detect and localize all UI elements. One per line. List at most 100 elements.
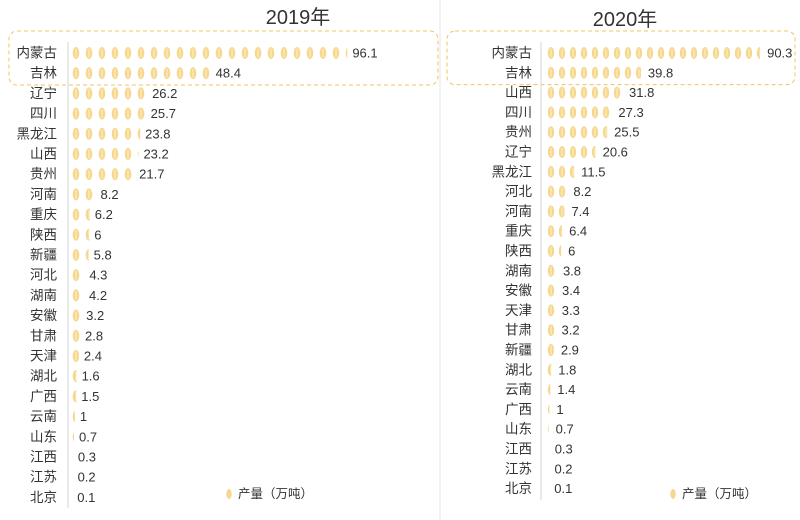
value-label: 8.2	[100, 187, 118, 202]
grain-icon	[670, 489, 676, 499]
bar	[547, 442, 548, 456]
value-label: 1	[556, 402, 563, 417]
bar	[72, 66, 211, 81]
bar-row: 甘肃 2.8	[30, 328, 103, 343]
category-label: 北京	[505, 481, 532, 496]
category-label: 山东	[505, 422, 532, 437]
bar	[547, 125, 608, 140]
chart-panel-right: 2020年 内蒙古 90.3 吉林 39.8 山西 31.8 四川 27.3 贵州 25.5 辽宁 2…	[446, 8, 796, 501]
bar-row: 安徽 3.4	[505, 283, 580, 298]
category-label: 吉林	[505, 65, 533, 80]
category-label: 湖南	[30, 288, 57, 303]
category-label: 湖北	[505, 362, 533, 377]
bar-row: 山东 0.7	[30, 429, 97, 444]
bar	[547, 204, 565, 219]
category-label: 广西	[505, 402, 532, 417]
value-label: 21.7	[139, 167, 164, 182]
bar	[72, 187, 96, 202]
bar	[547, 224, 563, 239]
category-label: 重庆	[30, 207, 57, 222]
value-label: 1	[80, 409, 87, 424]
value-label: 1.5	[81, 389, 99, 404]
value-label: 0.2	[78, 470, 96, 485]
category-label: 四川	[505, 105, 532, 120]
category-label: 河南	[30, 187, 57, 202]
bar	[72, 288, 85, 303]
bar	[72, 450, 73, 464]
bar	[72, 86, 148, 101]
value-label: 0.3	[78, 450, 96, 465]
category-label: 江苏	[505, 461, 532, 476]
bar-row: 山东 0.7	[505, 422, 574, 437]
value-label: 0.2	[554, 461, 572, 476]
value-label: 27.3	[618, 105, 643, 120]
highlight-box	[8, 30, 439, 86]
bar-row: 安徽 3.2	[30, 308, 104, 323]
bar	[547, 402, 550, 417]
value-label: 1.4	[557, 382, 575, 397]
value-label: 11.5	[581, 164, 605, 179]
category-label: 甘肃	[30, 328, 57, 343]
bar-row: 新疆 5.8	[30, 248, 112, 263]
bar	[72, 369, 77, 384]
value-label: 0.7	[556, 422, 574, 437]
category-label: 江苏	[30, 470, 57, 485]
bar	[72, 308, 82, 323]
value-label: 6.2	[95, 207, 113, 222]
grain-icon	[226, 489, 232, 499]
bar	[547, 323, 555, 338]
category-label: 新疆	[505, 343, 532, 358]
category-label: 北京	[30, 490, 57, 505]
bar-row: 吉林 48.4	[30, 66, 241, 81]
category-label: 黑龙江	[17, 126, 58, 141]
bar	[547, 184, 567, 199]
bar-row: 广西 1.5	[30, 389, 99, 404]
bar-row: 湖南 3.8	[505, 263, 581, 278]
category-label: 甘肃	[505, 323, 532, 338]
category-label: 贵州	[505, 125, 532, 140]
bar	[547, 283, 556, 298]
bar	[547, 145, 596, 159]
bar	[72, 106, 146, 121]
bar-row: 四川 27.3	[505, 105, 644, 120]
bar	[72, 147, 139, 161]
bar	[72, 409, 75, 424]
bar-row: 陕西 6	[30, 227, 101, 242]
bar-row: 天津 3.3	[505, 303, 580, 318]
value-label: 0.1	[554, 481, 572, 496]
value-label: 1.6	[82, 369, 100, 384]
bar	[72, 429, 75, 444]
bar-row: 北京 0.1	[505, 481, 572, 496]
value-label: 0.3	[555, 442, 573, 457]
bar-row: 江西 0.3	[30, 450, 96, 465]
bar-row: 江西 0.3	[505, 442, 573, 457]
value-label: 5.8	[94, 248, 112, 263]
chart-title: 2020年	[593, 8, 658, 31]
bar-row: 河南 8.2	[30, 187, 119, 202]
value-label: 3.8	[563, 263, 581, 278]
bar-row: 新疆 2.9	[505, 343, 579, 358]
bar	[72, 389, 77, 404]
bar	[72, 248, 89, 262]
value-label: 3.3	[562, 303, 580, 318]
bar	[547, 382, 551, 397]
value-label: 8.2	[573, 184, 591, 199]
category-label: 四川	[30, 106, 57, 121]
bar-row: 江苏 0.2	[505, 461, 573, 476]
category-label: 湖南	[505, 263, 532, 278]
bar-row: 湖北 1.6	[30, 369, 100, 384]
bar	[547, 263, 556, 278]
bar	[72, 470, 73, 485]
bar-row: 山西 23.2	[30, 147, 169, 162]
bar-row: 湖南 4.2	[30, 288, 107, 303]
value-label: 96.1	[352, 46, 377, 61]
category-label: 天津	[30, 349, 57, 364]
bar	[547, 244, 562, 258]
bar-rows: 内蒙古 96.1 吉林 48.4 辽宁 26.2 四川 25.7 黑龙江 23.8 山西 23.2 贵州…	[17, 46, 378, 505]
category-label: 广西	[30, 389, 57, 404]
value-label: 0.1	[77, 490, 95, 505]
category-label: 内蒙古	[492, 46, 533, 61]
bar-rows: 内蒙古 90.3 吉林 39.8 山西 31.8 四川 27.3 贵州 25.5 辽宁 20.6 黑龙江…	[492, 46, 793, 497]
category-label: 湖北	[30, 369, 57, 384]
